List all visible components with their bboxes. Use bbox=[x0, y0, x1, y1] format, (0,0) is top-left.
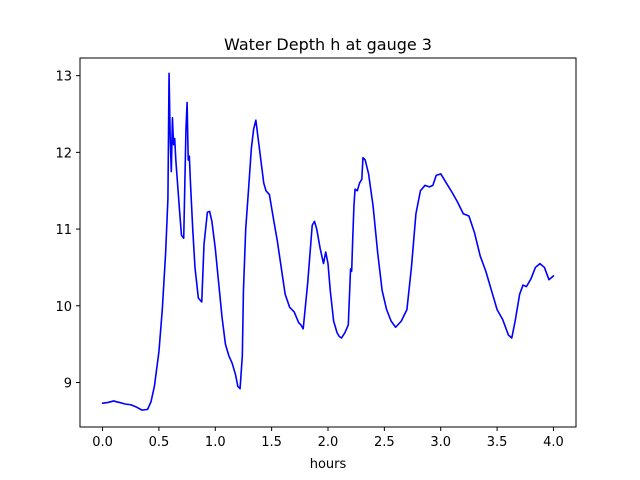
x-tick-label: 1.0 bbox=[205, 435, 226, 450]
y-tick-label: 12 bbox=[55, 146, 72, 161]
x-axis: 0.0 0.5 1.0 1.5 2.0 2.5 3.0 3.5 4.0 bbox=[92, 427, 564, 450]
chart-title: Water Depth h at gauge 3 bbox=[224, 35, 432, 54]
plot-frame bbox=[79, 57, 577, 428]
x-axis-label: hours bbox=[310, 457, 347, 472]
plot-area bbox=[101, 72, 555, 411]
y-tick-label: 11 bbox=[55, 223, 72, 238]
x-tick-label: 1.5 bbox=[261, 435, 282, 450]
series-line-0 bbox=[101, 72, 555, 411]
x-tick-label: 0.0 bbox=[92, 435, 113, 450]
x-tick-label: 2.5 bbox=[374, 435, 395, 450]
x-tick-label: 3.5 bbox=[487, 435, 508, 450]
y-tick-label: 13 bbox=[55, 70, 72, 85]
y-tick-label: 10 bbox=[55, 300, 72, 315]
y-tick-label: 9 bbox=[64, 377, 72, 392]
x-tick-label: 2.0 bbox=[318, 435, 339, 450]
y-axis: 9 10 11 12 13 bbox=[55, 70, 80, 392]
x-tick-label: 3.0 bbox=[430, 435, 451, 450]
x-tick-label: 0.5 bbox=[149, 435, 170, 450]
x-tick-label: 4.0 bbox=[543, 435, 564, 450]
